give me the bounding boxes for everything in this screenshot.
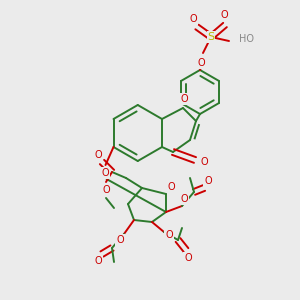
- Text: O: O: [94, 256, 102, 266]
- Text: O: O: [94, 150, 102, 160]
- Text: O: O: [165, 230, 173, 240]
- Text: O: O: [204, 176, 212, 186]
- Text: O: O: [102, 168, 109, 178]
- Text: O: O: [180, 94, 188, 104]
- Text: O: O: [200, 157, 208, 167]
- Text: O: O: [197, 58, 205, 68]
- Text: O: O: [180, 194, 188, 204]
- Text: O: O: [189, 14, 197, 24]
- Text: O: O: [167, 182, 175, 192]
- Text: O: O: [102, 185, 110, 195]
- Text: S: S: [207, 32, 214, 42]
- Text: O: O: [116, 235, 124, 245]
- Text: O: O: [220, 10, 228, 20]
- Text: HO: HO: [239, 34, 254, 44]
- Text: O: O: [184, 253, 192, 263]
